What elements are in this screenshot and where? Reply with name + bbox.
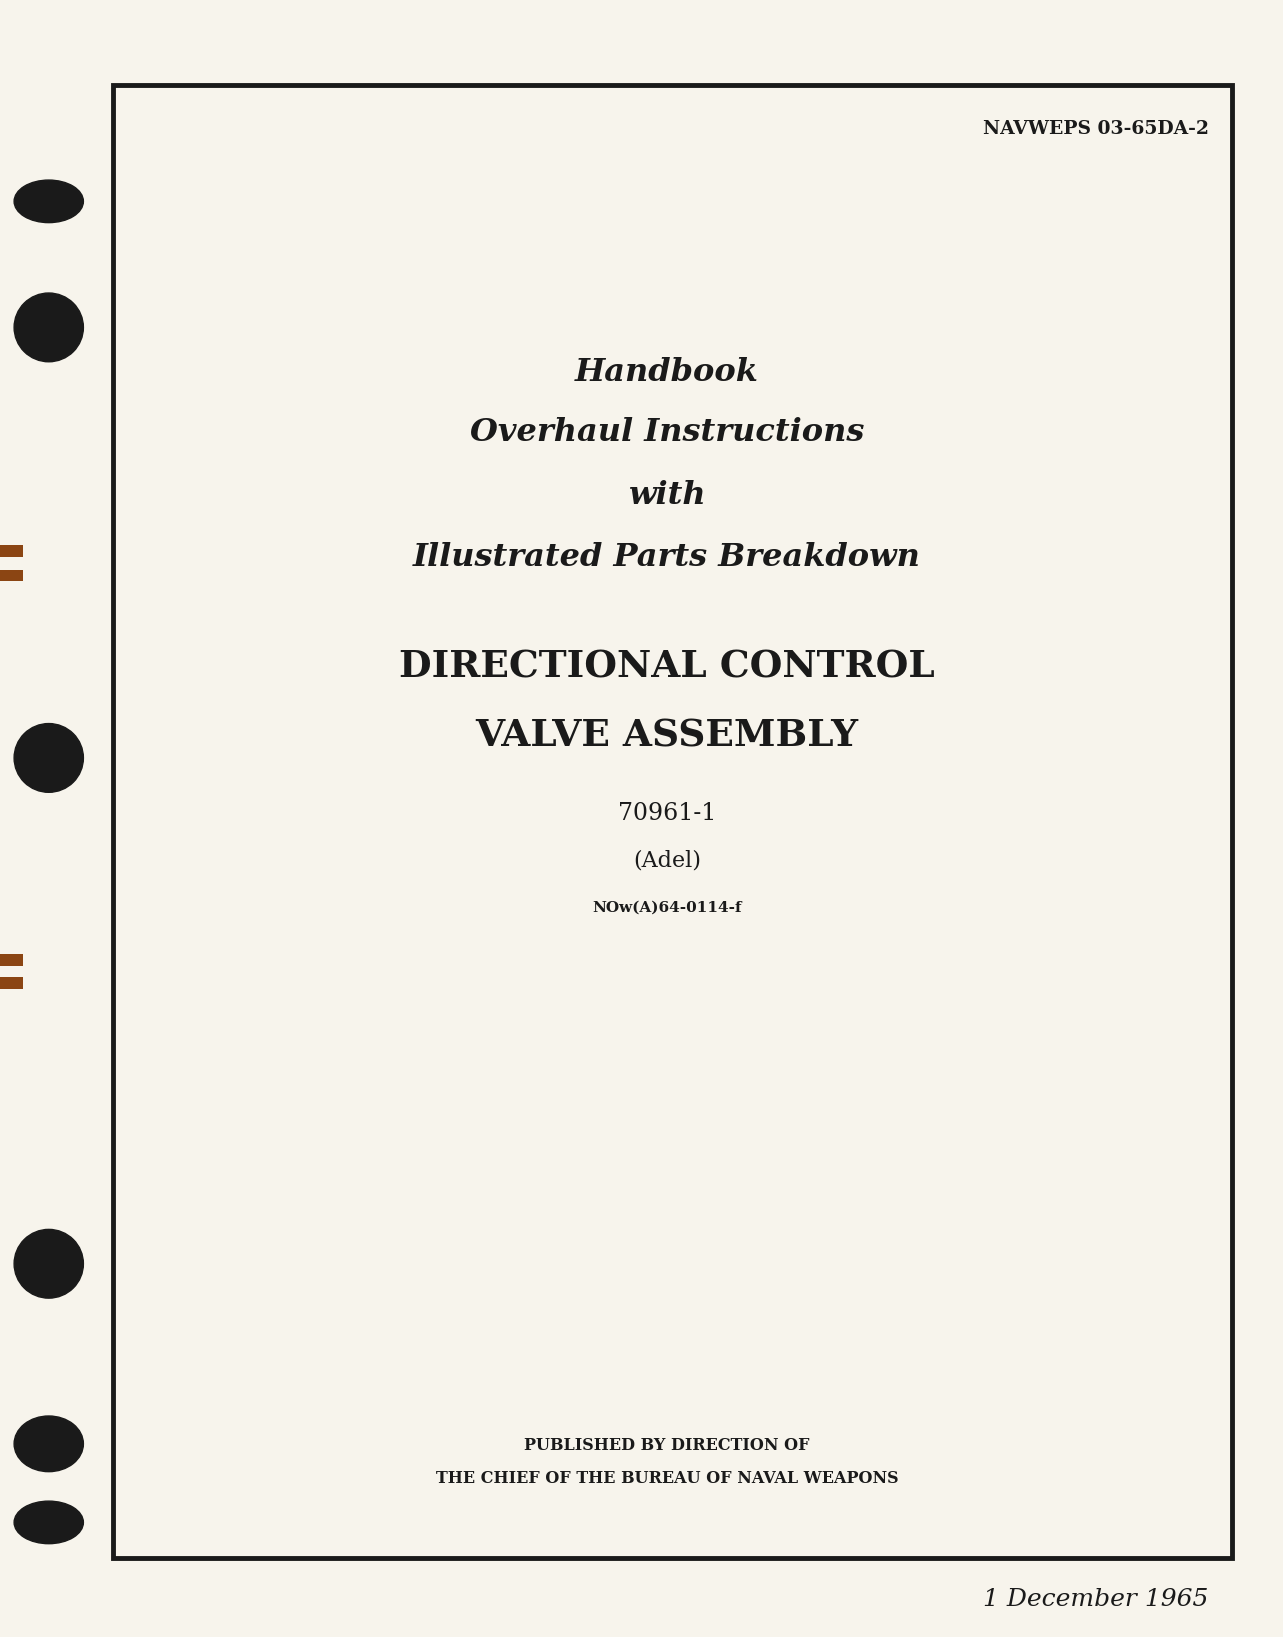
Ellipse shape <box>14 293 83 362</box>
Bar <box>113 85 1232 1558</box>
Text: with: with <box>629 480 706 511</box>
Ellipse shape <box>14 180 83 223</box>
Text: Handbook: Handbook <box>575 357 760 388</box>
Ellipse shape <box>14 1416 83 1472</box>
Bar <box>0 954 23 966</box>
Text: NOw(A)64-0114-f: NOw(A)64-0114-f <box>593 900 742 915</box>
Ellipse shape <box>14 724 83 792</box>
Text: DIRECTIONAL CONTROL: DIRECTIONAL CONTROL <box>399 648 935 686</box>
Text: NAVWEPS 03-65DA-2: NAVWEPS 03-65DA-2 <box>983 120 1209 138</box>
Bar <box>0 545 23 557</box>
Ellipse shape <box>14 1229 83 1298</box>
Text: THE CHIEF OF THE BUREAU OF NAVAL WEAPONS: THE CHIEF OF THE BUREAU OF NAVAL WEAPONS <box>436 1470 898 1486</box>
Text: 1 December 1965: 1 December 1965 <box>983 1588 1209 1611</box>
Bar <box>0 570 23 581</box>
Text: (Adel): (Adel) <box>633 850 702 871</box>
Text: 70961-1: 70961-1 <box>618 802 716 825</box>
Text: Illustrated Parts Breakdown: Illustrated Parts Breakdown <box>413 542 921 573</box>
Bar <box>0 977 23 989</box>
Text: PUBLISHED BY DIRECTION OF: PUBLISHED BY DIRECTION OF <box>525 1437 810 1454</box>
Text: VALVE ASSEMBLY: VALVE ASSEMBLY <box>476 717 858 755</box>
Text: Overhaul Instructions: Overhaul Instructions <box>470 417 865 449</box>
Ellipse shape <box>14 1501 83 1544</box>
